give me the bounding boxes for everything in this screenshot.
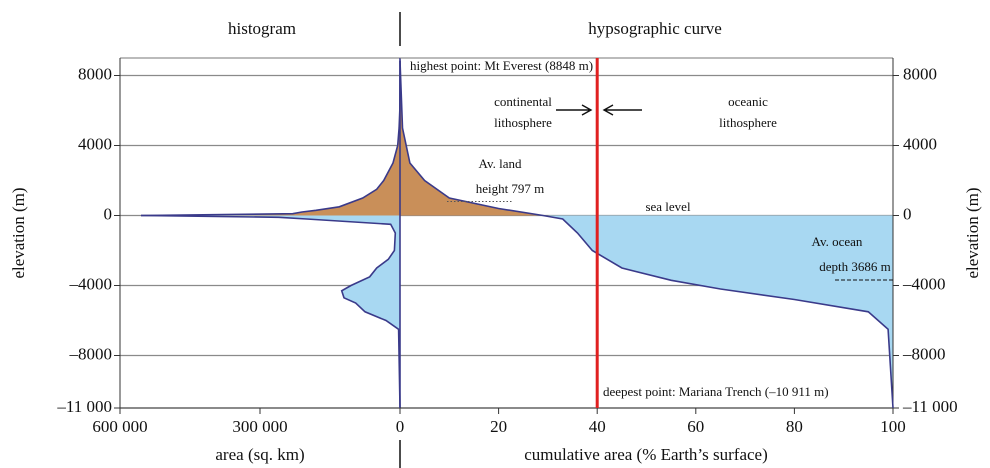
- x-tick-label: 20: [490, 417, 507, 436]
- annotation: depth 3686 m: [819, 259, 891, 274]
- y-tick-label: 4000: [903, 134, 937, 153]
- series-line: [542, 214, 894, 409]
- panel-title: hypsographic curve: [588, 19, 722, 38]
- x-tick-label: 300 000: [232, 417, 287, 436]
- area-fill: [400, 60, 543, 216]
- annotation: Av. ocean: [812, 234, 863, 249]
- annotations: highest point: Mt Everest (8848 m) deepe…: [410, 58, 891, 399]
- y-tick-label: –11 000: [56, 397, 112, 416]
- y-tick-label: –11 000: [902, 397, 958, 416]
- series-line: [140, 60, 401, 217]
- x-tick-label: 100: [880, 417, 906, 436]
- y-tick-label: –4000: [69, 274, 113, 293]
- x-tick-label: 0: [396, 417, 405, 436]
- y-axis-label: elevation (m): [9, 187, 28, 278]
- y-tick-label: 8000: [903, 64, 937, 83]
- x-tick-label: 80: [786, 417, 803, 436]
- annotation: height 797 m: [476, 181, 545, 196]
- series-line: [399, 60, 544, 217]
- y-tick-label: 8000: [78, 64, 112, 83]
- y-tick-label: 0: [903, 204, 912, 223]
- series-line: [140, 214, 401, 409]
- annotation: highest point: Mt Everest (8848 m): [410, 58, 593, 73]
- x-tick-label: 600 000: [92, 417, 147, 436]
- arrow: [602, 104, 642, 116]
- area-fill: [542, 215, 893, 408]
- x-axis-label: area (sq. km): [215, 445, 304, 464]
- x-tick-label: 40: [589, 417, 606, 436]
- annotation: Av. land: [479, 156, 522, 171]
- annotation: continental: [494, 94, 552, 109]
- area-fill: [141, 215, 400, 408]
- annotation: deepest point: Mariana Trench (–10 911 m…: [603, 384, 829, 399]
- y-tick-label: 4000: [78, 134, 112, 153]
- annotation: lithosphere: [494, 115, 552, 130]
- y-axis-label: elevation (m): [963, 187, 982, 278]
- y-tick-label: –8000: [902, 344, 946, 363]
- x-tick-label: 60: [687, 417, 704, 436]
- y-tick-label: –4000: [902, 274, 946, 293]
- plot-background: [120, 60, 893, 409]
- y-tick-label: –8000: [69, 344, 113, 363]
- x-axis-label: cumulative area (% Earth’s surface): [524, 445, 768, 464]
- annotation: oceanic: [728, 94, 768, 109]
- annotation: sea level: [645, 199, 691, 214]
- arrow: [556, 104, 593, 116]
- y-tick-label: 0: [104, 204, 113, 223]
- area-fill: [141, 60, 400, 216]
- panel-title: histogram: [228, 19, 296, 38]
- annotation: lithosphere: [719, 115, 777, 130]
